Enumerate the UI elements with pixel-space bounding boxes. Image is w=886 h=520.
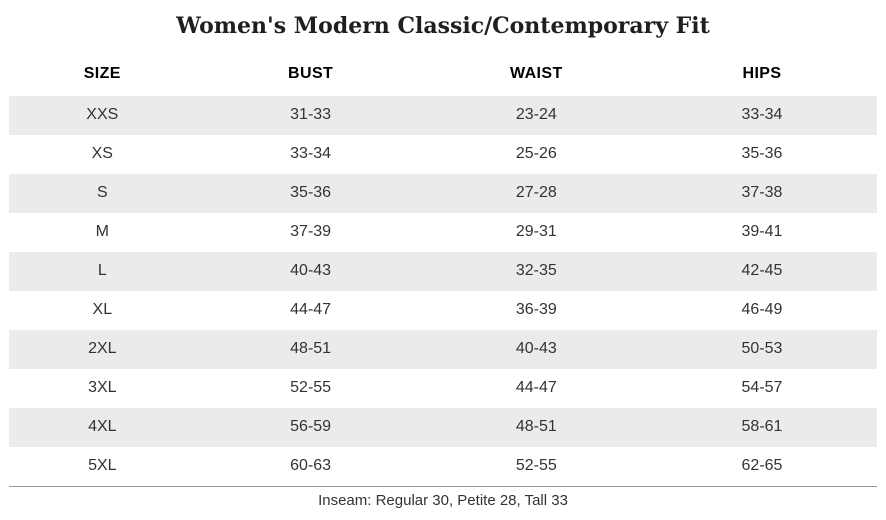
size-cell: XXS	[86, 106, 119, 123]
bust-cell: 48-51	[290, 340, 332, 357]
column-header-bust: BUST	[195, 53, 426, 96]
size-cell: 4XL	[88, 418, 117, 435]
bust-cell: 52-55	[290, 379, 332, 396]
bust-cell: 40-43	[290, 262, 332, 279]
column-header-hips: HIPS	[646, 53, 877, 96]
hips-cell: 42-45	[741, 262, 783, 279]
table-row: 2XL 48-51 40-43 50-53	[9, 329, 877, 369]
hips-cell: 50-53	[741, 340, 783, 357]
waist-cell: 23-24	[515, 106, 557, 123]
waist-cell: 27-28	[515, 184, 557, 201]
bust-cell: 56-59	[290, 418, 332, 435]
size-cell: M	[95, 223, 109, 240]
hips-cell: 37-38	[741, 184, 783, 201]
hips-cell: 62-65	[741, 457, 783, 474]
hips-cell: 39-41	[741, 223, 783, 240]
waist-cell: 25-26	[515, 145, 557, 162]
table-row: L 40-43 32-35 42-45	[9, 251, 877, 291]
waist-cell: 48-51	[515, 418, 557, 435]
size-cell: L	[97, 262, 107, 279]
bust-cell: 33-34	[290, 145, 332, 162]
table-row: 3XL 52-55 44-47 54-57	[9, 368, 877, 408]
bust-cell: 44-47	[290, 301, 332, 318]
waist-cell: 44-47	[515, 379, 557, 396]
column-header-waist: WAIST	[425, 53, 647, 96]
table-row: M 37-39 29-31 39-41	[9, 212, 877, 252]
size-cell: S	[96, 184, 108, 201]
table-row: S 35-36 27-28 37-38	[9, 173, 877, 213]
size-cell: 3XL	[88, 379, 117, 396]
table-row: XXS 31-33 23-24 33-34	[9, 95, 877, 135]
size-cell: 2XL	[88, 340, 117, 357]
hips-cell: 46-49	[741, 301, 783, 318]
waist-cell: 40-43	[515, 340, 557, 357]
waist-cell: 32-35	[515, 262, 557, 279]
bust-cell: 31-33	[290, 106, 332, 123]
table-row: 4XL 56-59 48-51 58-61	[9, 407, 877, 447]
bust-cell: 37-39	[290, 223, 332, 240]
waist-cell: 29-31	[515, 223, 557, 240]
size-cell: XL	[92, 301, 113, 318]
hips-cell: 58-61	[741, 418, 783, 435]
bust-cell: 35-36	[290, 184, 332, 201]
hips-cell: 54-57	[741, 379, 783, 396]
hips-cell: 33-34	[741, 106, 783, 123]
hips-cell: 35-36	[741, 145, 783, 162]
table-row: XL 44-47 36-39 46-49	[9, 290, 877, 330]
size-cell: XS	[91, 145, 113, 162]
table-row: XS 33-34 25-26 35-36	[9, 134, 877, 174]
header-row: SIZE BUST WAIST HIPS	[9, 53, 877, 96]
size-cell: 5XL	[88, 457, 117, 474]
size-chart-page: Women's Modern Classic/Contemporary Fit …	[0, 13, 886, 520]
waist-cell: 52-55	[515, 457, 557, 474]
size-chart-table: SIZE BUST WAIST HIPS XXS 31-33 23-24 33-…	[9, 53, 877, 486]
page-title: Women's Modern Classic/Contemporary Fit	[176, 13, 710, 39]
inseam-note: Inseam: Regular 30, Petite 28, Tall 33	[9, 485, 877, 515]
column-header-size: SIZE	[9, 53, 196, 96]
bust-cell: 60-63	[290, 457, 332, 474]
waist-cell: 36-39	[515, 301, 557, 318]
table-body: XXS 31-33 23-24 33-34 XS 33-34 25-26 35-…	[9, 95, 877, 486]
table-row: 5XL 60-63 52-55 62-65	[9, 446, 877, 486]
